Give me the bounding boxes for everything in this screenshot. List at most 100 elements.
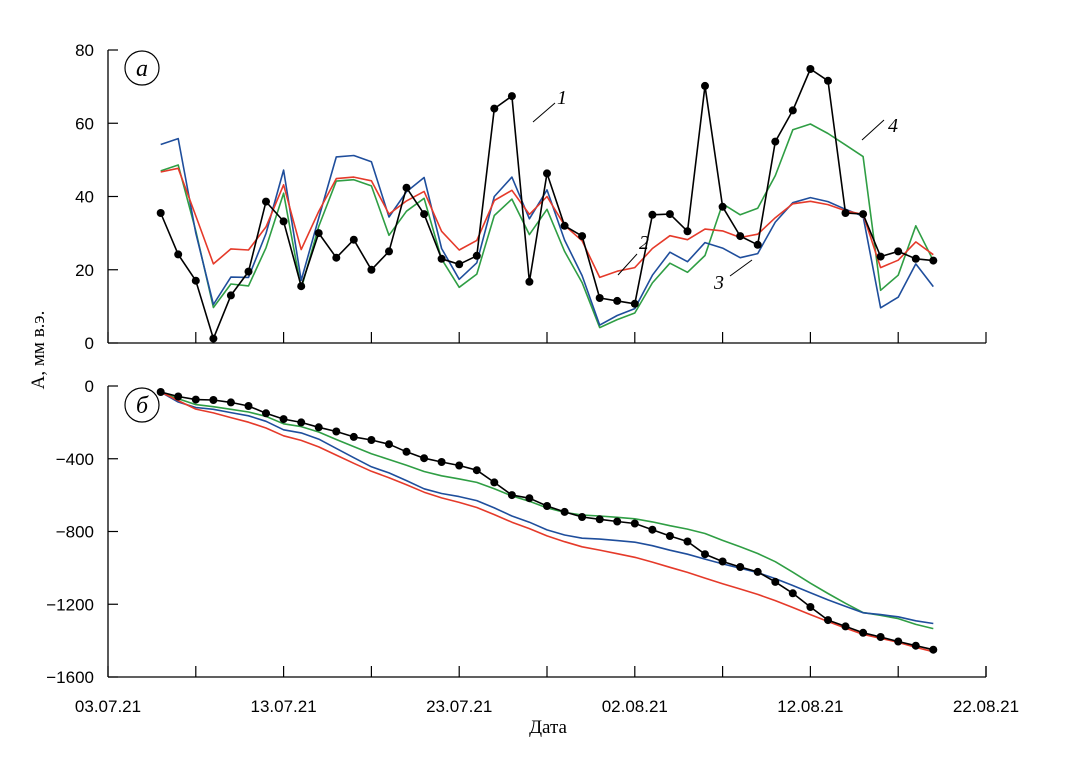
panel-b-frame xyxy=(107,386,987,678)
panel-a-series-1-point xyxy=(595,294,604,302)
x-axis-ticks: 03.07.21 13.07.21 23.07.21 02.08.21 12.08.21… xyxy=(75,332,1019,716)
panel-b-series-1-point xyxy=(297,418,306,427)
panel-b-series-1-point xyxy=(367,436,376,444)
panel-b-y-tick-label: 0 xyxy=(85,377,94,396)
panel-b-series-1-point xyxy=(683,537,692,546)
panel-a-series-1-point xyxy=(578,232,587,241)
panel-b-series-1-point xyxy=(630,519,639,528)
panel-a-series-1-point xyxy=(244,267,253,276)
x-tick-label: 22.08.21 xyxy=(953,697,1019,716)
panel-b-series-1-point xyxy=(578,513,587,521)
panel-b-series-1-point xyxy=(455,461,464,470)
panel-a-series-1-point xyxy=(174,250,183,259)
panel-b-ticks: −1600 −1200 −800 −400 0 xyxy=(46,377,118,687)
panel-b-series-1-point xyxy=(385,440,393,449)
panel-b-series-1-point xyxy=(490,478,499,487)
panel-b-series-1-point xyxy=(718,557,727,566)
panel-a-y-tick-label: 60 xyxy=(75,114,94,133)
panel-b-series-1-point xyxy=(262,409,270,418)
panel-a-series-1-point xyxy=(683,227,692,236)
panel-a-series-4-line xyxy=(160,123,935,329)
panel-a-series-1-point xyxy=(402,183,411,192)
panel-a-series-1-point xyxy=(367,265,376,274)
annotation-4: 4 xyxy=(888,115,898,137)
annotation-leader-3 xyxy=(729,259,753,277)
x-tick-label: 13.07.21 xyxy=(251,697,317,716)
panel-a-y-tick-label: 80 xyxy=(75,41,94,60)
panel-a-series-1-point xyxy=(490,104,499,113)
annotation-leader-4 xyxy=(861,119,885,141)
panel-a-label: а xyxy=(124,50,160,86)
y-axis-label: A, мм в.э. xyxy=(28,311,49,390)
panel-b-series-1-point xyxy=(701,550,709,559)
panel-b-series-1-point xyxy=(279,415,288,424)
annotation-2: 2 xyxy=(639,232,649,254)
panel-a-series-3-line xyxy=(160,137,934,326)
panel-a-series-1-point xyxy=(859,210,868,219)
panel-b-series-2-line xyxy=(160,391,934,653)
panel-b-series-1-point xyxy=(209,396,218,404)
panel-b-series-1-point xyxy=(665,532,674,540)
panel-a-y-tick-label: 20 xyxy=(75,261,94,280)
panel-b-series-1-point xyxy=(595,515,604,524)
panel-b-series-1-point xyxy=(736,563,745,571)
panel-a-series-1-point xyxy=(525,277,534,286)
panel-b-label-text: б xyxy=(136,393,149,419)
panel-b-label: б xyxy=(124,387,160,423)
panel-b-series-1-point xyxy=(543,502,551,510)
panel-b-series-1-point xyxy=(859,628,868,637)
panel-b-series-1-point xyxy=(841,622,850,631)
panel-a-series-1-point xyxy=(279,217,288,226)
panel-b-series-1-point xyxy=(420,454,429,463)
panel-a-series-1-point xyxy=(613,296,622,305)
panel-a-series-1-point xyxy=(753,240,762,249)
panel-a-ticks: 0 20 40 60 80 xyxy=(75,41,118,353)
panel-b-series-1-point xyxy=(894,637,903,646)
panel-b-series-1-line xyxy=(160,391,934,651)
panel-b-series-1-point xyxy=(753,567,762,576)
panel-a-series-1-point xyxy=(226,291,235,300)
panel-b-series-1-point xyxy=(174,392,183,401)
panel-b-series-1-point xyxy=(876,633,885,641)
x-axis-label: Дата xyxy=(529,717,567,738)
panel-a-series-1-point xyxy=(420,210,429,219)
panel-a-series-1-point xyxy=(701,81,709,90)
panel-a-y-tick-label: 40 xyxy=(75,188,94,207)
panel-a-series-1-point xyxy=(156,209,165,217)
panel-b-series-1-point xyxy=(824,616,832,625)
x-tick-label: 02.08.21 xyxy=(602,697,668,716)
panel-a-series-1-point xyxy=(385,247,393,256)
panel-a-series-1-point xyxy=(314,229,323,238)
panel-b-series-1-point xyxy=(560,507,569,516)
panel-b-y-tick-label: −800 xyxy=(56,523,94,542)
panel-a-y-tick-label: 0 xyxy=(85,334,94,353)
panel-b-y-tick-label: −1600 xyxy=(46,668,94,687)
panel-a-series-1-point xyxy=(736,232,745,241)
panel-a-series-1-point xyxy=(648,210,657,219)
panel-a-label-text: а xyxy=(136,56,148,82)
panel-b-y-tick-label: −400 xyxy=(56,450,94,469)
panel-b-series-1-point xyxy=(226,398,235,407)
panel-b-series-1-point xyxy=(613,517,622,526)
panel-b-series-1-point xyxy=(332,427,341,436)
panel-a-series-1-point xyxy=(718,202,727,211)
x-tick-label: 12.08.21 xyxy=(777,697,843,716)
annotation-1: 1 xyxy=(557,87,567,109)
panel-a-series-1-point xyxy=(472,251,481,260)
x-tick-label: 03.07.21 xyxy=(75,697,141,716)
panel-a-series-1-point xyxy=(806,65,815,73)
panel-b-series-1-point xyxy=(648,525,657,534)
panel-a-series-1-point xyxy=(543,169,551,178)
panel-a-series-1-point xyxy=(665,210,674,219)
panel-a-series-1-point xyxy=(507,92,516,101)
panel-a-series-1-point xyxy=(929,256,938,265)
panel-a-series-1-point xyxy=(876,252,885,261)
panel-a-series-2-line xyxy=(160,167,934,279)
panel-a-series-1-point xyxy=(262,197,270,206)
panel-a-series-1-point xyxy=(332,253,341,262)
annotation-3: 3 xyxy=(713,272,724,294)
panel-b-series-1-point xyxy=(806,603,815,611)
panel-b-series-1-point xyxy=(771,577,780,586)
panel-b-series-1-point xyxy=(507,491,516,500)
